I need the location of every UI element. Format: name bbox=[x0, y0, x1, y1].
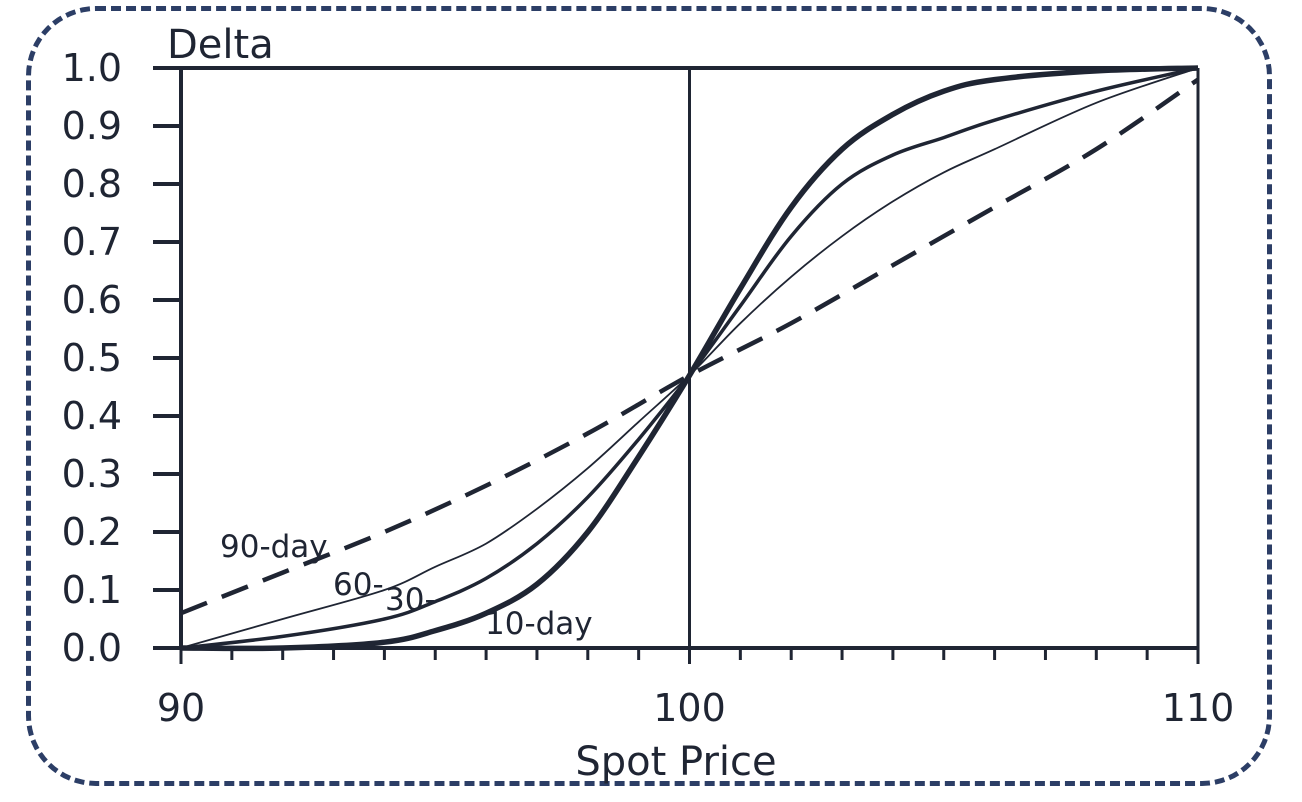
y-tick-label: 1.0 bbox=[62, 46, 122, 90]
series-label-30: 30- bbox=[385, 582, 436, 618]
x-axis-title: Spot Price bbox=[575, 739, 776, 785]
y-tick-label: 0.9 bbox=[62, 104, 122, 148]
y-tick-label: 0.3 bbox=[62, 452, 122, 496]
plot-area bbox=[179, 66, 1200, 650]
y-tick-label: 0.4 bbox=[62, 394, 122, 438]
series-label-10-day: 10-day bbox=[485, 606, 593, 642]
x-tick-label: 100 bbox=[653, 686, 726, 730]
series-line-60 bbox=[180, 67, 1199, 649]
y-tick-label: 0.0 bbox=[62, 626, 122, 670]
y-tick-label: 0.6 bbox=[62, 278, 122, 322]
series-label-90-day: 90-day bbox=[220, 529, 328, 565]
tick-layer: 0.0 0.1 0.2 0.3 0.4 0.5 0.6 0.7 0.8 0.9 1.0 90 100 11… bbox=[62, 46, 1235, 730]
x-tick-label: 110 bbox=[1162, 686, 1235, 730]
y-tick-label: 0.1 bbox=[62, 568, 122, 612]
y-tick-label: 0.8 bbox=[62, 162, 122, 206]
series-line-90-day bbox=[180, 77, 1200, 616]
y-tick-label: 0.2 bbox=[62, 510, 122, 554]
x-tick-label: 90 bbox=[157, 686, 205, 730]
y-axis-title: Delta bbox=[167, 22, 274, 68]
chart-frame bbox=[26, 6, 1272, 786]
series-layer bbox=[180, 65, 1200, 652]
series-label-60: 60- bbox=[333, 567, 384, 603]
y-tick-label: 0.7 bbox=[62, 220, 122, 264]
y-tick-label: 0.5 bbox=[62, 336, 122, 380]
